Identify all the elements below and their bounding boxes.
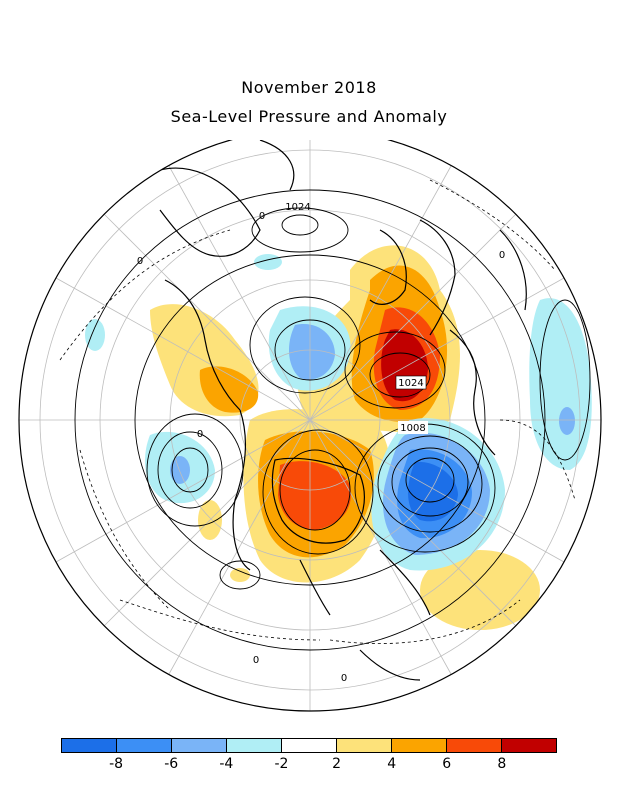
contour-label-group: 1024 1024 1008 0 0 0 0 0 0: [137, 202, 505, 684]
contour-label-zero: 0: [253, 655, 259, 666]
negative-anomaly-beaufort-core: [288, 324, 335, 380]
colorbar: [61, 738, 557, 753]
contour-label-zero: 0: [137, 256, 143, 267]
positive-anomaly-alaska-core: [199, 366, 259, 413]
graticule: [19, 140, 601, 711]
colorbar-tick-label: 2: [332, 756, 342, 772]
positive-anomaly-greenland-max: [278, 461, 351, 530]
colorbar-swatch: [172, 739, 227, 752]
colorbar-tick-label: -6: [164, 756, 179, 772]
negative-anomaly-pacific-small: [85, 319, 105, 351]
anomaly-shading: [85, 245, 592, 630]
colorbar-swatch: [337, 739, 392, 752]
colorbar-swatch: [282, 739, 337, 752]
pressure-contours: [74, 189, 591, 651]
negative-anomaly-asia-core: [559, 407, 575, 435]
contour-label-1024-north: 1024: [285, 202, 310, 213]
negative-anomaly-pacific-core: [170, 456, 190, 484]
colorbar-swatch: [227, 739, 282, 752]
contour-label-text: 1024: [398, 378, 423, 389]
colorbar-tick-label: -4: [219, 756, 234, 772]
zero-anomaly-contours: [59, 179, 576, 644]
contour-label-zero: 0: [499, 250, 505, 261]
colorbar-swatch: [392, 739, 447, 752]
colorbar-tick-label: -2: [274, 756, 289, 772]
contour-label-text: 1024: [285, 202, 310, 213]
map-subtitle: Sea-Level Pressure and Anomaly: [170, 107, 448, 126]
colorbar-tick-label: 4: [387, 756, 397, 772]
contour-label-text: 1008: [400, 423, 425, 434]
colorbar-swatch: [447, 739, 502, 752]
colorbar-tick-label: 6: [442, 756, 452, 772]
contour-label-zero: 0: [341, 673, 347, 684]
globe-outline: [18, 140, 602, 712]
contour-label-zero: 0: [259, 211, 265, 222]
contour-label-1008: 1008: [398, 421, 428, 434]
coastlines: [159, 140, 527, 681]
contour-label-zero: 0: [197, 429, 203, 440]
colorbar-swatch: [502, 739, 556, 752]
colorbar-swatch: [62, 739, 117, 752]
colorbar-tick-label: 8: [497, 756, 507, 772]
polar-map: 1024 1024 1008 0 0 0 0 0 0: [18, 140, 602, 712]
colorbar-tick-label: -8: [109, 756, 124, 772]
colorbar-swatch: [117, 739, 172, 752]
positive-anomaly-pacific-small: [230, 568, 250, 582]
contour-label-1024-siberia: 1024: [395, 375, 427, 390]
map-title: November 2018: [241, 78, 377, 97]
colorbar-ticks: -8 -6 -4 -2 2 4 6 8: [61, 756, 557, 776]
